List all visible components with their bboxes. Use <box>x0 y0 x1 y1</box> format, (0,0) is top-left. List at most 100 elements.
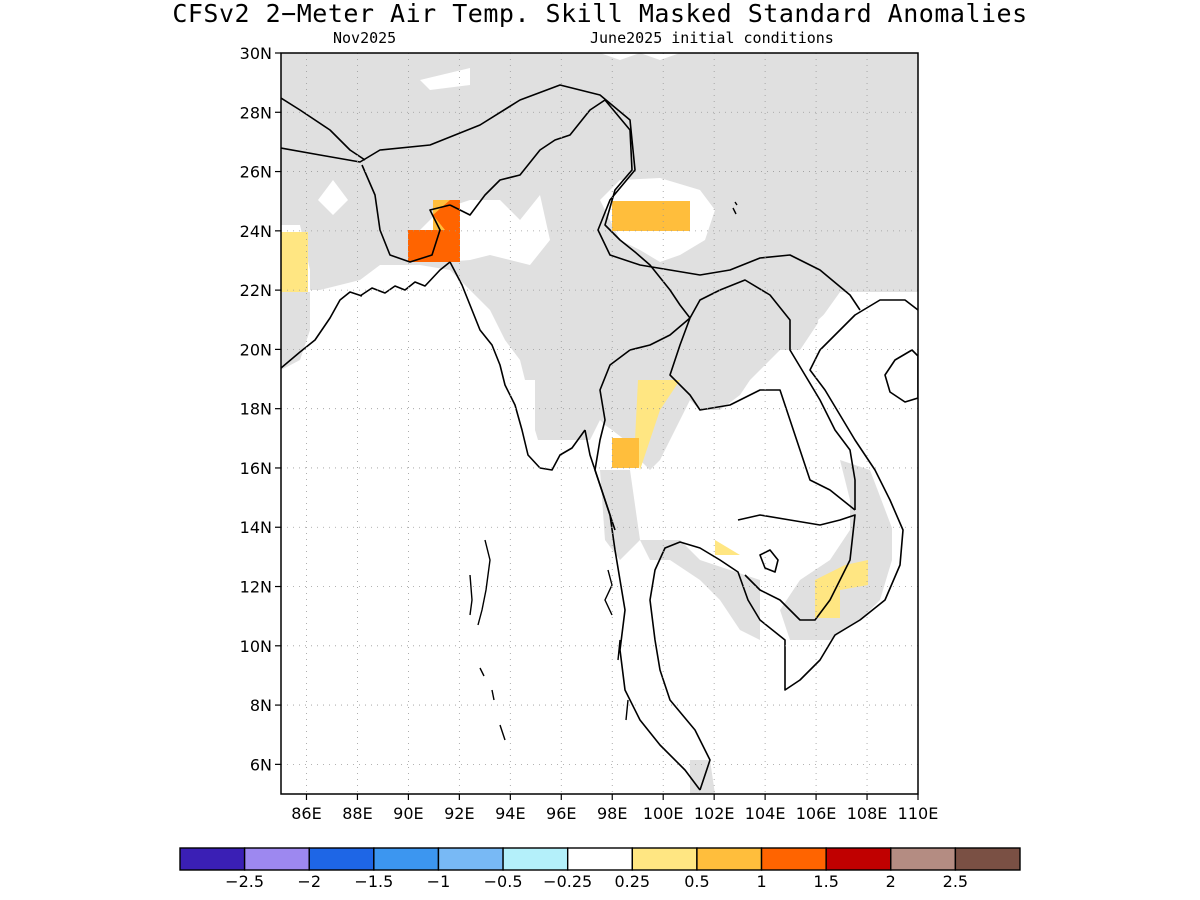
lat-tick-label: 30N <box>240 44 272 63</box>
legend-label: 0.5 <box>684 872 709 891</box>
lat-tick-label: 18N <box>240 400 272 419</box>
lat-tick-label: 12N <box>240 578 272 597</box>
lon-tick-label: 100E <box>643 804 684 823</box>
lat-tick-label: 8N <box>250 696 272 715</box>
hole-tibet <box>420 68 470 90</box>
border-india-bangladesh <box>361 164 451 263</box>
lon-tick-label: 108E <box>847 804 888 823</box>
mask-cambodia-west <box>640 540 760 640</box>
legend-label: 0.25 <box>614 872 650 891</box>
legend-swatch <box>954 847 1021 871</box>
andaman-islands <box>477 539 491 626</box>
legend-swatch <box>308 847 375 871</box>
anomaly-cell <box>281 232 308 292</box>
lat-tick-label: 28N <box>240 103 272 122</box>
anomaly-cell <box>612 438 639 468</box>
mask-peninsula-south <box>690 760 715 794</box>
lat-tick-label: 24N <box>240 222 272 241</box>
color-legend: −2.5 −2 −1.5 −1 −0.5 −0.25 0.25 0.5 1 1.5 2 2.5 <box>179 847 1021 891</box>
border-india-nepal <box>281 97 366 161</box>
legend-label: 1 <box>756 872 766 891</box>
lat-tick-label: 6N <box>250 755 272 774</box>
latitude-axis: 30N 28N 26N 24N 22N 20N 18N 16N 14N 12N 10N 8N 6N <box>240 44 281 774</box>
coastline-hainan <box>884 349 918 403</box>
hole-top <box>600 53 680 60</box>
border-myanmar-china <box>604 99 691 319</box>
anomaly-cell <box>635 380 680 470</box>
lon-tick-label: 110E <box>898 804 939 823</box>
islands <box>469 201 738 741</box>
nicobar-islands <box>479 667 506 741</box>
init-conditions-label: June2025 initial conditions <box>590 29 834 47</box>
lon-tick-label: 106E <box>796 804 837 823</box>
legend-swatch <box>373 847 440 871</box>
border-cambodia <box>737 514 856 621</box>
legend-label: −1 <box>427 872 451 891</box>
longitude-axis: 86E 88E 90E 92E 94E 96E 98E 100E 102E 104E 106E 108… <box>291 794 938 823</box>
legend-swatch <box>243 847 310 871</box>
legend-swatch <box>825 847 892 871</box>
legend-swatch <box>890 847 957 871</box>
target-month-label: Nov2025 <box>333 29 397 47</box>
legend-label: 2.5 <box>943 872 968 891</box>
legend-swatch <box>179 847 246 871</box>
border-thailand-laos <box>669 317 856 511</box>
mask-south-thailand <box>600 470 640 560</box>
coastline-myanmar <box>449 261 586 471</box>
lat-tick-label: 22N <box>240 281 272 300</box>
legend-swatch <box>760 847 827 871</box>
border-myanmar-thailand <box>594 317 691 531</box>
lat-tick-label: 20N <box>240 340 272 359</box>
legend-label: 1.5 <box>813 872 838 891</box>
coastline-gulf-thailand <box>649 299 918 791</box>
anomaly-cell <box>408 230 460 262</box>
legend-label: −2.5 <box>225 872 264 891</box>
mergui-archipelago <box>604 569 629 721</box>
lat-tick-label: 16N <box>240 459 272 478</box>
legend-label: −0.25 <box>543 872 592 891</box>
lon-tick-label: 86E <box>291 804 321 823</box>
coastlines-borders <box>281 84 918 791</box>
lon-tick-label: 92E <box>444 804 474 823</box>
chart-title: CFSv2 2−Meter Air Temp. Skill Masked Sta… <box>172 0 1028 28</box>
lon-tick-label: 90E <box>393 804 423 823</box>
hole-bangladesh-west <box>318 180 348 215</box>
anomaly-cell <box>715 540 740 555</box>
legend-swatch <box>437 847 504 871</box>
legend-swatch <box>566 847 634 871</box>
lon-tick-label: 102E <box>694 804 735 823</box>
map-layers <box>281 53 918 794</box>
plot-frame <box>280 52 919 795</box>
lon-tick-label: 98E <box>597 804 627 823</box>
coastline-bangladesh-delta <box>359 261 451 297</box>
legend-label: −2 <box>297 872 321 891</box>
border-tibet <box>281 84 861 311</box>
lon-tick-label: 94E <box>495 804 525 823</box>
legend-label: −0.5 <box>484 872 523 891</box>
lon-tick-label: 96E <box>546 804 576 823</box>
lon-tick-label: 88E <box>342 804 372 823</box>
hole-gulf-tonkin <box>818 292 918 370</box>
mask-north <box>281 53 918 470</box>
legend-swatch <box>631 847 698 871</box>
lat-tick-label: 26N <box>240 163 272 182</box>
skill-mask-layer <box>281 53 918 794</box>
anomaly-cell <box>612 201 690 231</box>
grid-lines <box>281 53 918 794</box>
mask-west-strip <box>281 292 310 370</box>
andaman-islands-2 <box>469 574 473 616</box>
border-tonle-sap <box>759 549 779 573</box>
border-myanmar-india <box>449 99 606 216</box>
legend-swatch <box>502 847 569 871</box>
coastline-india-east <box>281 291 363 369</box>
mask-vietnam-south <box>780 460 892 640</box>
lat-tick-label: 14N <box>240 518 272 537</box>
legend-label: −1.5 <box>354 872 393 891</box>
paracel-dots <box>732 201 738 215</box>
legend-swatch <box>696 847 763 871</box>
legend-label: 2 <box>886 872 896 891</box>
lat-tick-label: 10N <box>240 637 272 656</box>
anomaly-tiles <box>281 200 868 618</box>
lon-tick-label: 104E <box>745 804 786 823</box>
